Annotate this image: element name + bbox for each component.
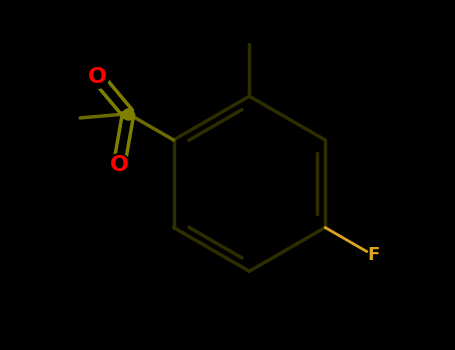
Text: O: O	[110, 155, 128, 175]
Text: F: F	[368, 246, 380, 265]
Text: O: O	[88, 67, 106, 87]
